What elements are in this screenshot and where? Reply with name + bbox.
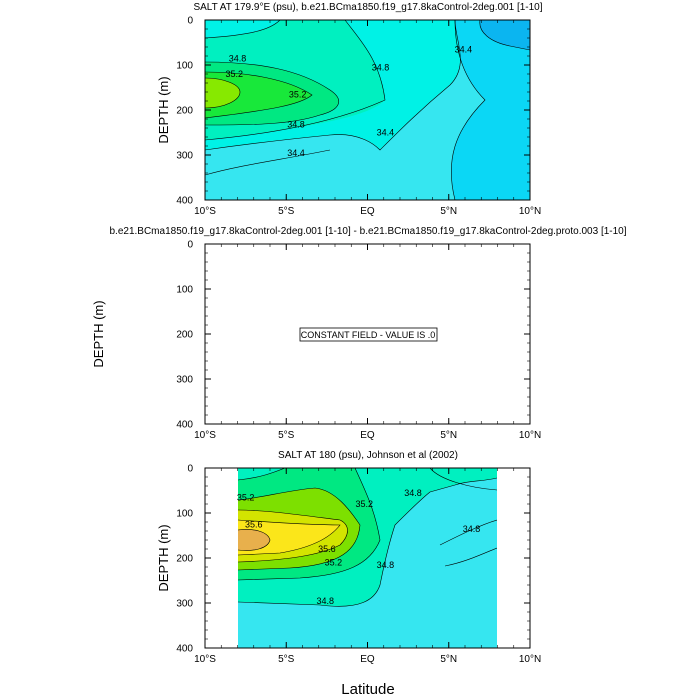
y-tick-label: 400 — [176, 196, 193, 207]
panel2-title: b.e21.BCma1850.f19_g17.8kaControl-2deg.0… — [109, 226, 626, 237]
y-tick-label: 400 — [176, 644, 193, 655]
contour-label: 34.8 — [404, 488, 422, 498]
y-tick-label: 0 — [187, 464, 193, 475]
panel3-ylabel: DEPTH (m) — [156, 524, 171, 591]
panel-difference: b.e21.BCma1850.f19_g17.8kaControl-2deg.0… — [91, 226, 627, 441]
y-tick-label: 0 — [187, 240, 193, 251]
contour-label: 34.8 — [372, 62, 390, 72]
contour-label: 35.2 — [237, 492, 255, 502]
y-tick-label: 100 — [176, 61, 193, 72]
x-tick-label: 5°S — [278, 654, 295, 665]
x-tick-label: 10°S — [194, 654, 216, 665]
y-tick-label: 200 — [176, 554, 193, 565]
contour-label: 34.8 — [229, 53, 247, 63]
x-tick-label: 5°N — [440, 206, 457, 217]
y-tick-label: 100 — [176, 509, 193, 520]
y-tick-label: 100 — [176, 285, 193, 296]
x-tick-label: 10°N — [519, 206, 541, 217]
x-tick-label: 10°S — [194, 430, 216, 441]
panel2-ylabel: DEPTH (m) — [91, 300, 106, 367]
panel1-peak-region — [205, 78, 240, 108]
contour-label: 35.2 — [225, 69, 243, 79]
panel3-contour-fill — [238, 468, 497, 648]
x-axis-label: Latitude — [341, 681, 394, 698]
x-tick-label: 10°N — [519, 654, 541, 665]
panel1-title: SALT AT 179.9°E (psu), b.e21.BCma1850.f1… — [193, 2, 542, 13]
panel3-peak-region — [238, 529, 270, 551]
constant-field-box — [299, 327, 438, 342]
x-tick-label: 5°N — [440, 430, 457, 441]
x-tick-label: 5°S — [278, 430, 295, 441]
contour-label: 34.8 — [316, 596, 334, 606]
contour-label: 34.4 — [287, 148, 305, 158]
contour-label: 34.8 — [377, 560, 395, 570]
contour-label: 35.6 — [245, 519, 263, 529]
y-tick-label: 300 — [176, 599, 193, 610]
contour-label: 35.6 — [318, 544, 336, 554]
panel1-ylabel: DEPTH (m) — [156, 76, 171, 143]
panel-model: SALT AT 179.9°E (psu), b.e21.BCma1850.f1… — [156, 2, 543, 217]
x-tick-label: 10°N — [519, 430, 541, 441]
panel1-lowest-region — [479, 20, 530, 50]
contour-label: 35.2 — [325, 558, 343, 568]
contour-label: 34.4 — [377, 128, 395, 138]
x-tick-label: 10°S — [194, 206, 216, 217]
x-tick-label: EQ — [360, 430, 375, 441]
contour-label: 35.2 — [355, 499, 373, 509]
panel-observations: SALT AT 180 (psu), Johnson et al (2002) — [156, 450, 541, 698]
x-tick-label: 5°N — [440, 654, 457, 665]
y-tick-label: 0 — [187, 16, 193, 27]
y-tick-label: 200 — [176, 330, 193, 341]
y-tick-label: 300 — [176, 375, 193, 386]
x-tick-label: 5°S — [278, 206, 295, 217]
x-tick-label: EQ — [360, 206, 375, 217]
contour-label: 34.8 — [463, 524, 481, 534]
panel1-low-region — [451, 20, 530, 200]
x-tick-label: EQ — [360, 654, 375, 665]
constant-field-label: CONSTANT FIELD - VALUE IS .0 — [301, 330, 436, 340]
contour-label: 34.4 — [455, 44, 473, 54]
contour-label: 35.2 — [289, 89, 307, 99]
panel3-title: SALT AT 180 (psu), Johnson et al (2002) — [278, 450, 458, 461]
panel1-contour-fill — [205, 20, 530, 200]
y-tick-label: 300 — [176, 151, 193, 162]
y-tick-label: 200 — [176, 106, 193, 117]
contour-label: 34.8 — [287, 119, 305, 129]
y-tick-label: 400 — [176, 420, 193, 431]
